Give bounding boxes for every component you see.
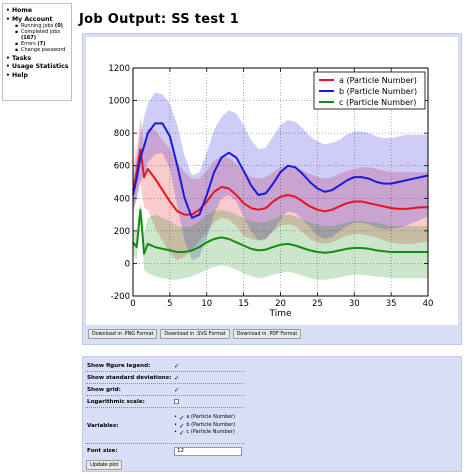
change-password-label[interactable]: Change password <box>21 46 66 53</box>
download-buttons: Download in .PNG Format Download in .SVG… <box>88 329 302 340</box>
option-row-log: Logarithmic scale: <box>86 396 244 408</box>
font-size-value: 12 <box>174 446 244 456</box>
update-plot-button[interactable]: Update plot <box>86 460 123 470</box>
errors-count: (7) <box>37 40 46 47</box>
variable-a-checkbox[interactable]: ✓ <box>178 414 185 422</box>
option-row-variables: Variables: ✓a (Particle Number) ✓b (Part… <box>86 408 244 444</box>
nav-my-account[interactable]: My Account Running jobs (0) Completed jo… <box>6 15 69 54</box>
log-option-label: Logarithmic scale: <box>87 398 145 405</box>
nav-change-password[interactable]: Change password <box>14 46 69 54</box>
option-row-font: Font size: 12 <box>86 444 244 458</box>
nav-running-jobs[interactable]: Running jobs (0) <box>14 23 69 30</box>
option-row-grid: Show grid: ✓ <box>86 384 244 396</box>
y-tick-label: 600 <box>114 162 130 172</box>
line-chart: 0 5 10 15 20 25 30 35 40-20002004006008001000120… <box>108 64 434 319</box>
variable-c-checkbox[interactable]: ✓ <box>178 429 185 437</box>
y-tick-label: 800 <box>114 129 130 139</box>
std-option-value: ✓ <box>174 373 244 382</box>
plot-panel: 0 5 10 15 20 25 30 35 40 -200 0 200 400 600 800 1000 120… <box>82 33 462 345</box>
variable-item: ✓a (Particle Number) <box>174 414 235 422</box>
x-tick-label: 15 <box>238 299 249 309</box>
show-legend-checkbox[interactable]: ✓ <box>174 361 180 370</box>
show-grid-checkbox[interactable]: ✓ <box>174 385 180 394</box>
x-tick-label: 20 <box>275 299 286 309</box>
nav-tasks[interactable]: Tasks <box>6 55 69 64</box>
variables-option-value: ✓a (Particle Number) ✓b (Particle Number… <box>174 414 244 437</box>
option-row-std: Show standard deviations: ✓ <box>86 372 244 384</box>
sidebar: Home My Account Running jobs (0) Complet… <box>2 3 72 101</box>
font-size-label: Font size: <box>87 448 118 454</box>
plot-options-panel: Show figure legend: ✓ Show standard devi… <box>82 356 462 472</box>
legend-label-c: c (Particle Number) <box>339 98 416 107</box>
series-line-c <box>132 208 428 255</box>
variable-item: ✓b (Particle Number) <box>174 422 235 430</box>
download-png-button[interactable]: Download in .PNG Format <box>88 329 158 339</box>
running-jobs-count: (0) <box>54 23 63 30</box>
x-tick-label: 40 <box>423 299 434 309</box>
grid-option-value: ✓ <box>174 385 244 394</box>
legend-label-a: a (Particle Number) <box>339 76 417 85</box>
nav-home[interactable]: Home <box>6 7 69 16</box>
page-title: Job Output: SS test 1 <box>79 12 240 27</box>
log-option-value <box>174 399 244 404</box>
option-row-legend: Show figure legend: ✓ <box>86 360 244 372</box>
completed-jobs-count: (167) <box>21 35 37 41</box>
y-tick-label: 200 <box>114 227 130 237</box>
x-axis-label: Time <box>268 309 291 319</box>
nav-menu: Home My Account Running jobs (0) Complet… <box>6 7 69 81</box>
legend-label-b: b (Particle Number) <box>339 87 417 96</box>
nav-completed-jobs[interactable]: Completed jobs (167) <box>14 29 69 42</box>
y-tick-label: -200 <box>111 292 130 302</box>
variable-b-label: b (Particle Number) <box>186 421 236 428</box>
x-tick-label: 0 <box>130 299 135 309</box>
download-svg-button[interactable]: Download in .SVG Format <box>160 329 230 339</box>
log-scale-checkbox[interactable] <box>174 399 179 404</box>
legend-option-value: ✓ <box>174 361 244 370</box>
nav-help[interactable]: Help <box>6 72 69 81</box>
nav-usage-statistics[interactable]: Usage Statistics <box>6 63 69 72</box>
plot-area: 0 5 10 15 20 25 30 35 40 -200 0 200 400 600 800 1000 120… <box>86 37 458 325</box>
y-tick-label: 1000 <box>108 97 130 107</box>
nav-my-account-label[interactable]: My Account <box>12 15 53 23</box>
running-jobs-label[interactable]: Running jobs <box>21 23 54 30</box>
variables-option-label: Variables: <box>87 422 119 429</box>
show-std-checkbox[interactable]: ✓ <box>174 373 180 382</box>
x-tick-label: 5 <box>167 299 172 309</box>
download-pdf-button[interactable]: Download in .PDF Format <box>232 329 302 339</box>
x-tick-label: 35 <box>386 299 397 309</box>
font-size-input[interactable]: 12 <box>174 446 242 456</box>
errors-label[interactable]: Errors <box>21 40 36 47</box>
account-submenu: Running jobs (0) Completed jobs (167) Er… <box>14 23 69 54</box>
variable-b-checkbox[interactable]: ✓ <box>178 421 185 430</box>
completed-jobs-label[interactable]: Completed jobs <box>21 29 61 36</box>
variable-c-label: c (Particle Number) <box>186 429 235 436</box>
nav-errors[interactable]: Errors (7) <box>14 40 69 48</box>
y-tick-label: 400 <box>114 194 130 204</box>
variable-item: ✓c (Particle Number) <box>174 429 235 437</box>
x-tick-label: 25 <box>312 299 323 309</box>
legend-option-label: Show figure legend: <box>87 362 151 369</box>
y-tick-label: 0 <box>125 259 130 269</box>
variables-list: ✓a (Particle Number) ✓b (Particle Number… <box>174 414 235 437</box>
x-tick-label: 30 <box>349 299 360 309</box>
variable-a-label: a (Particle Number) <box>186 414 236 421</box>
x-tick-label: 10 <box>201 299 212 309</box>
grid-option-label: Show grid: <box>87 386 121 393</box>
series-line-a <box>132 148 428 216</box>
series-line-b <box>132 122 429 219</box>
plot-options-form: Show figure legend: ✓ Show standard devi… <box>86 360 244 458</box>
std-option-label: Show standard deviations: <box>87 374 172 381</box>
y-tick-label: 1200 <box>108 64 130 74</box>
